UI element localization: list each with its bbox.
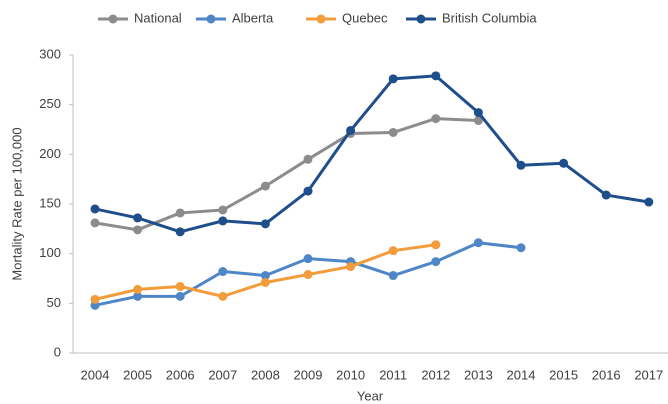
data-point	[388, 246, 398, 256]
data-point	[218, 216, 228, 226]
x-axis-label: Year	[357, 388, 384, 403]
data-point	[218, 267, 228, 277]
x-tick-label: 2010	[336, 367, 365, 382]
x-tick-label: 2016	[592, 367, 621, 382]
x-tick-label: 2013	[464, 367, 493, 382]
data-point	[346, 125, 356, 135]
data-point	[260, 271, 270, 281]
x-tick-label: 2006	[166, 367, 195, 382]
legend-marker	[316, 14, 326, 24]
data-point	[303, 254, 313, 264]
data-point	[133, 284, 143, 294]
legend-label: National	[134, 10, 182, 25]
data-point	[133, 213, 143, 223]
legend-marker	[416, 14, 426, 24]
data-point	[431, 240, 441, 250]
series-line	[94, 74, 650, 234]
y-tick-label: 200	[39, 146, 61, 161]
x-tick-label: 2008	[251, 367, 280, 382]
y-tick-label: 50	[47, 295, 61, 310]
data-point	[644, 197, 654, 207]
legend-label: Alberta	[232, 10, 274, 25]
data-point	[431, 257, 441, 267]
data-point	[303, 270, 313, 280]
data-point	[431, 71, 441, 81]
x-tick-label: 2009	[294, 367, 323, 382]
legend-marker	[206, 14, 216, 24]
legend-label: Quebec	[342, 10, 388, 25]
y-tick-label: 0	[54, 344, 61, 359]
data-point	[218, 291, 228, 301]
data-point	[601, 190, 611, 200]
data-point	[90, 218, 100, 228]
data-point	[218, 205, 228, 215]
x-tick-label: 2014	[507, 367, 536, 382]
x-tick-label: 2012	[421, 367, 450, 382]
data-point	[260, 181, 270, 191]
data-point	[473, 116, 483, 126]
legend-marker	[108, 14, 118, 24]
data-point	[346, 262, 356, 272]
data-point	[175, 281, 185, 291]
data-point	[175, 227, 185, 237]
data-point	[516, 243, 526, 253]
y-axis-label: Mortality Rate per 100,000	[9, 127, 24, 280]
data-point	[90, 294, 100, 304]
x-tick-label: 2004	[81, 367, 110, 382]
y-tick-label: 100	[39, 245, 61, 260]
x-tick-label: 2005	[123, 367, 152, 382]
legend-label: British Columbia	[442, 10, 537, 25]
x-tick-label: 2011	[379, 367, 407, 382]
data-point	[516, 160, 526, 170]
data-point	[473, 238, 483, 248]
data-point	[473, 108, 483, 118]
data-point	[133, 225, 143, 235]
x-tick-label: 2007	[208, 367, 237, 382]
data-point	[133, 291, 143, 301]
data-point	[260, 277, 270, 287]
data-point	[175, 291, 185, 301]
data-point	[559, 158, 569, 168]
series-line	[94, 117, 479, 232]
x-tick-label: 2015	[549, 367, 578, 382]
y-tick-label: 150	[39, 195, 61, 210]
data-point	[388, 271, 398, 281]
y-tick-label: 300	[39, 46, 61, 61]
data-point	[388, 127, 398, 137]
data-point	[90, 204, 100, 214]
y-tick-label: 250	[39, 96, 61, 111]
data-point	[303, 186, 313, 196]
data-point	[431, 114, 441, 124]
data-point	[260, 219, 270, 229]
data-point	[388, 74, 398, 84]
data-point	[175, 208, 185, 218]
x-tick-label: 2017	[634, 367, 663, 382]
data-point	[303, 154, 313, 164]
